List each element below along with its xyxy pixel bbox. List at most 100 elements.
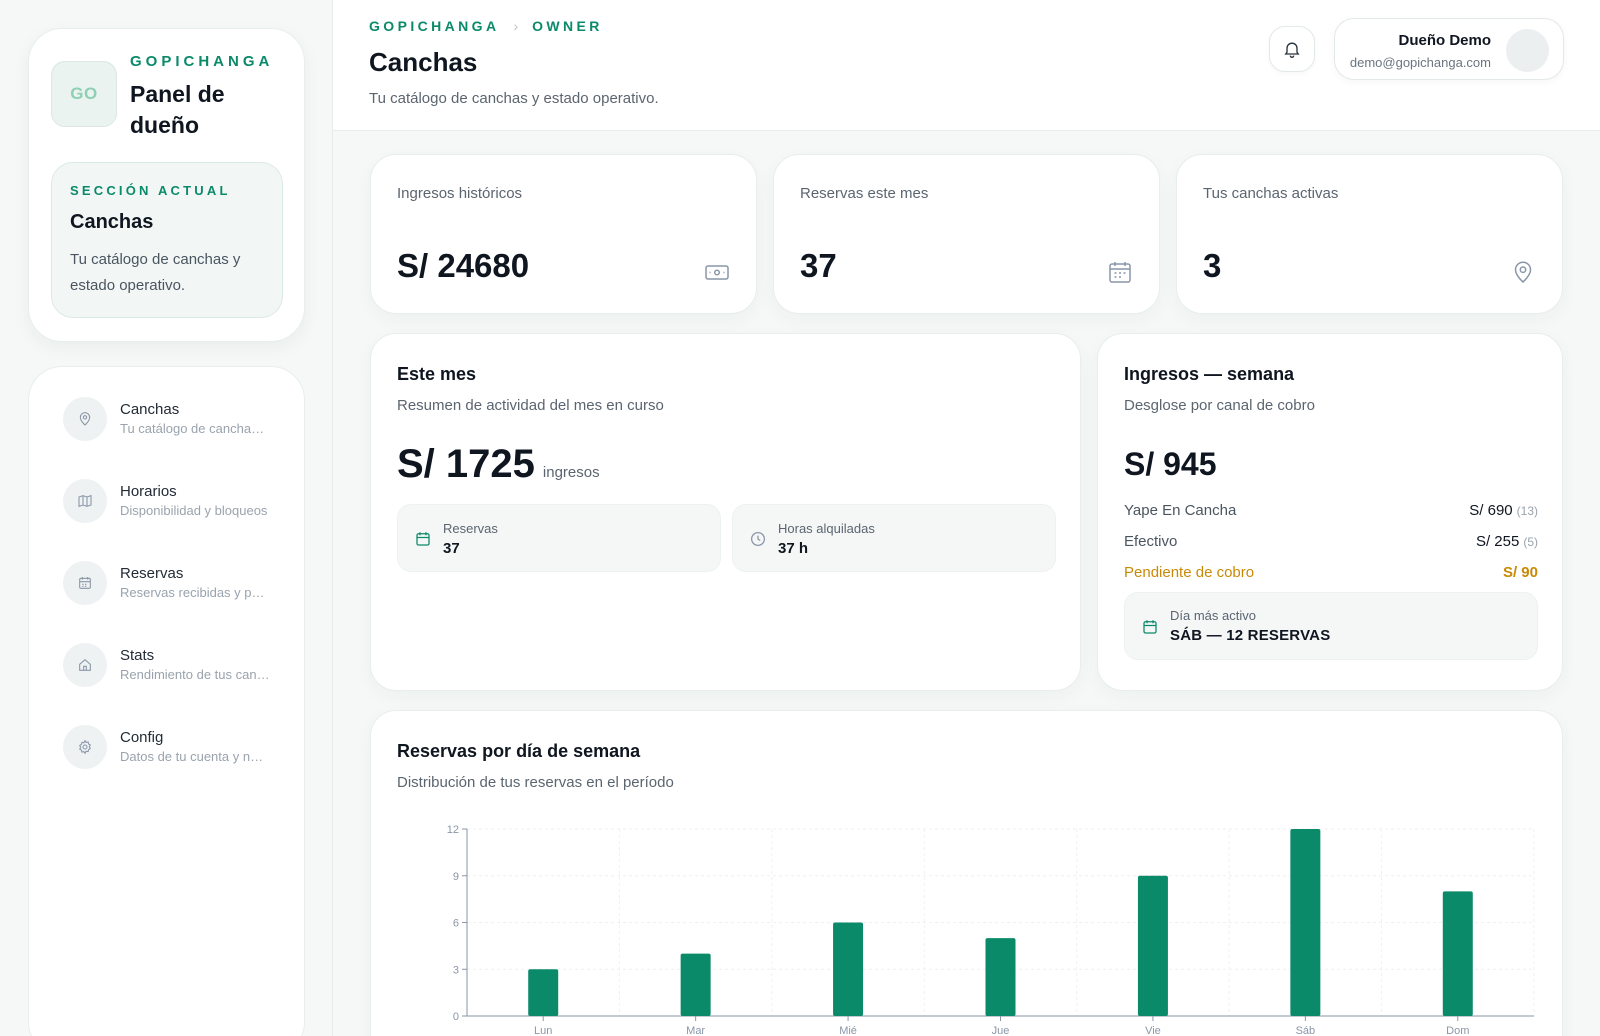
section-eyebrow: SECCIÓN ACTUAL xyxy=(70,183,231,198)
bell-icon xyxy=(1282,39,1302,59)
logo: GO xyxy=(51,61,117,127)
week-revenue-card: Ingresos — semana Desglose por canal de … xyxy=(1097,333,1563,691)
x-tick-label: Sáb xyxy=(1296,1025,1316,1036)
nav-label: Config xyxy=(120,729,164,746)
active-day-value: SÁB — 12 RESERVAS xyxy=(1170,627,1331,644)
card-subtitle: Resumen de actividad del mes en curso xyxy=(397,397,664,414)
mini-label: Horas alquiladas xyxy=(778,521,875,536)
map-pin-icon xyxy=(1510,259,1536,285)
sidebar-item-reservas[interactable]: Reservas Reservas recibidas y pagos xyxy=(63,555,283,611)
nav-label: Reservas xyxy=(120,565,184,582)
nav-menu: Canchas Tu catálogo de canchas y estado … xyxy=(28,366,305,1036)
y-tick-label: 12 xyxy=(447,824,459,836)
payment-row: Efectivo S/ 255 (5) xyxy=(1124,533,1538,550)
month-summary-card: Este mes Resumen de actividad del mes en… xyxy=(370,333,1081,691)
nav-desc: Disponibilidad y bloqueos xyxy=(120,503,268,518)
payment-amount: S/ 690 xyxy=(1469,502,1513,519)
page-subtitle: Tu catálogo de canchas y estado operativ… xyxy=(369,90,659,107)
payment-count: (5) xyxy=(1523,535,1538,549)
sidebar: GO GOPICHANGA Panel de dueño SECCIÓN ACT… xyxy=(0,0,333,1036)
bar-mar xyxy=(680,953,711,1016)
y-tick-label: 3 xyxy=(453,964,459,976)
mini-value: 37 xyxy=(443,540,460,557)
sidebar-item-horarios[interactable]: Horarios Disponibilidad y bloqueos xyxy=(63,473,283,529)
stat-card-ingresos: Ingresos históricos S/ 24680 xyxy=(370,154,757,314)
payment-count: (13) xyxy=(1516,504,1538,518)
stat-value: S/ 24680 xyxy=(397,247,530,284)
pending-row: Pendiente de cobro S/ 90 xyxy=(1124,564,1538,581)
card-title: Reservas por día de semana xyxy=(397,741,641,761)
section-title: Canchas xyxy=(70,211,154,233)
card-subtitle: Distribución de tus reservas en el perío… xyxy=(397,774,674,791)
nav-label: Stats xyxy=(120,647,155,664)
user-name: Dueño Demo xyxy=(1398,32,1491,49)
map-pin-icon xyxy=(63,397,107,441)
nav-desc: Datos de tu cuenta y negocio xyxy=(120,749,270,764)
card-title: Este mes xyxy=(397,364,477,384)
nav-desc: Rendimiento de tus canchas xyxy=(120,667,270,682)
map-icon xyxy=(63,479,107,523)
stat-value: 3 xyxy=(1203,247,1222,284)
active-day-label: Día más activo xyxy=(1170,608,1256,623)
brand-eyebrow: GOPICHANGA xyxy=(130,53,274,70)
top-header: GOPICHANGA › OWNER Canchas Tu catálogo d… xyxy=(333,0,1600,131)
x-tick-label: Jue xyxy=(992,1025,1010,1036)
week-revenue-value: S/ 945 xyxy=(1124,446,1217,482)
payment-label: Yape En Cancha xyxy=(1124,502,1237,519)
notifications-button[interactable] xyxy=(1269,26,1315,72)
bar-sáb xyxy=(1290,829,1321,1016)
pending-amount: S/ 90 xyxy=(1502,564,1538,581)
y-tick-label: 6 xyxy=(453,918,459,930)
month-revenue-unit: ingresos xyxy=(542,464,600,481)
month-revenue-value: S/ 1725 xyxy=(397,442,535,486)
nav-desc: Reservas recibidas y pagos xyxy=(120,585,270,600)
mini-label: Reservas xyxy=(443,521,498,536)
money-icon xyxy=(704,259,730,285)
month-revenue: S/ 1725 ingresos xyxy=(397,442,600,487)
x-tick-label: Lun xyxy=(534,1025,552,1036)
current-section-box: SECCIÓN ACTUAL Canchas Tu catálogo de ca… xyxy=(51,162,283,318)
stat-label: Tus canchas activas xyxy=(1203,185,1339,202)
stat-label: Ingresos históricos xyxy=(397,185,523,202)
payment-amount: S/ 255 xyxy=(1475,533,1520,550)
nav-desc: Tu catálogo de canchas y estado operativ… xyxy=(120,421,270,436)
bar-jue xyxy=(985,938,1016,1016)
most-active-day: Día más activo SÁB — 12 RESERVAS xyxy=(1124,592,1538,660)
y-tick-label: 0 xyxy=(453,1011,459,1023)
bar-lun xyxy=(528,969,559,1016)
card-title: Ingresos — semana xyxy=(1124,364,1295,384)
x-tick-label: Mié xyxy=(839,1025,857,1036)
payment-row: Yape En Cancha S/ 690 (13) xyxy=(1124,502,1538,519)
sidebar-item-config[interactable]: Config Datos de tu cuenta y negocio xyxy=(63,719,283,775)
nav-label: Horarios xyxy=(120,483,177,500)
x-tick-label: Dom xyxy=(1446,1025,1469,1036)
x-tick-label: Vie xyxy=(1145,1025,1161,1036)
bar-mié xyxy=(833,922,864,1016)
user-menu[interactable]: Dueño Demo demo@gopichanga.com xyxy=(1334,18,1564,80)
breadcrumb-item[interactable]: GOPICHANGA xyxy=(369,18,500,34)
avatar xyxy=(1506,29,1549,72)
stat-card-reservas: Reservas este mes 37 xyxy=(773,154,1160,314)
sidebar-item-stats[interactable]: Stats Rendimiento de tus canchas xyxy=(63,637,283,693)
mini-value: 37 h xyxy=(778,540,809,557)
brand-title: Panel de dueño xyxy=(130,81,225,138)
page-title: Canchas xyxy=(369,47,478,77)
bar-chart: 0 3 6 9 12 Lun Mar Mié Jue Vie Sáb Dom xyxy=(447,824,1535,1036)
section-desc: Tu catálogo de canchas y estado operativ… xyxy=(70,251,241,294)
user-email: demo@gopichanga.com xyxy=(1349,55,1491,70)
sidebar-item-canchas[interactable]: Canchas Tu catálogo de canchas y estado … xyxy=(63,391,283,447)
reservas-mini-card: Reservas 37 xyxy=(397,504,721,572)
brand-card: GO GOPICHANGA Panel de dueño SECCIÓN ACT… xyxy=(28,28,305,342)
calendar-icon xyxy=(63,561,107,605)
bar-vie xyxy=(1137,875,1168,1016)
breadcrumb-item[interactable]: OWNER xyxy=(532,18,603,34)
breadcrumb: GOPICHANGA › OWNER xyxy=(369,18,603,34)
card-subtitle: Desglose por canal de cobro xyxy=(1124,397,1315,414)
calendar-icon xyxy=(1107,259,1133,285)
nav-label: Canchas xyxy=(120,401,180,418)
horas-mini-card: Horas alquiladas 37 h xyxy=(732,504,1056,572)
gear-icon xyxy=(63,725,107,769)
x-tick-label: Mar xyxy=(686,1025,705,1036)
y-tick-label: 9 xyxy=(453,871,459,883)
stat-value: 37 xyxy=(800,247,837,284)
